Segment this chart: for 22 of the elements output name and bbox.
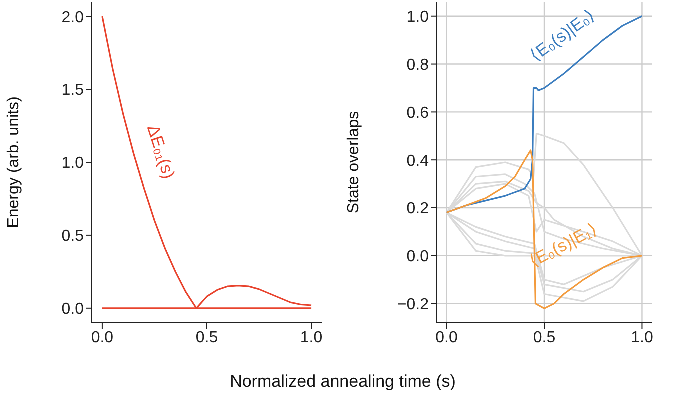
x-tick-label: 0.0 xyxy=(91,329,114,346)
y-tick-label: 0.6 xyxy=(406,104,430,122)
y-axis-title: State overlaps xyxy=(346,111,363,214)
text: ΔE₀₁(s) xyxy=(143,122,179,182)
x-tick-label: 1.0 xyxy=(300,329,323,346)
y-tick-label: 0.0 xyxy=(406,248,430,266)
y-tick-label: 1.5 xyxy=(62,82,84,100)
y-tick-label: 0.4 xyxy=(406,152,430,170)
x-tick-label: 1.0 xyxy=(631,329,654,346)
x-tick-label: 0.0 xyxy=(436,329,458,346)
y-axis-title: Energy (arb. units) xyxy=(6,96,23,228)
y-tick-label: 1.0 xyxy=(62,155,84,172)
y-tick-label: 1.0 xyxy=(406,9,430,26)
x-tick-label: 0.5 xyxy=(533,329,556,346)
x-tick-label: 0.5 xyxy=(196,329,218,346)
y-tick-label: 0.8 xyxy=(406,56,430,74)
y-tick-label: 0.5 xyxy=(62,228,84,246)
y-tick-label: 2.0 xyxy=(62,9,84,26)
y-tick-label: 0.2 xyxy=(406,200,430,218)
y-tick-label: 0.0 xyxy=(62,301,84,318)
x-axis-title: Normalized annealing time (s) xyxy=(229,372,457,392)
y-tick-label: −0.2 xyxy=(397,296,430,314)
